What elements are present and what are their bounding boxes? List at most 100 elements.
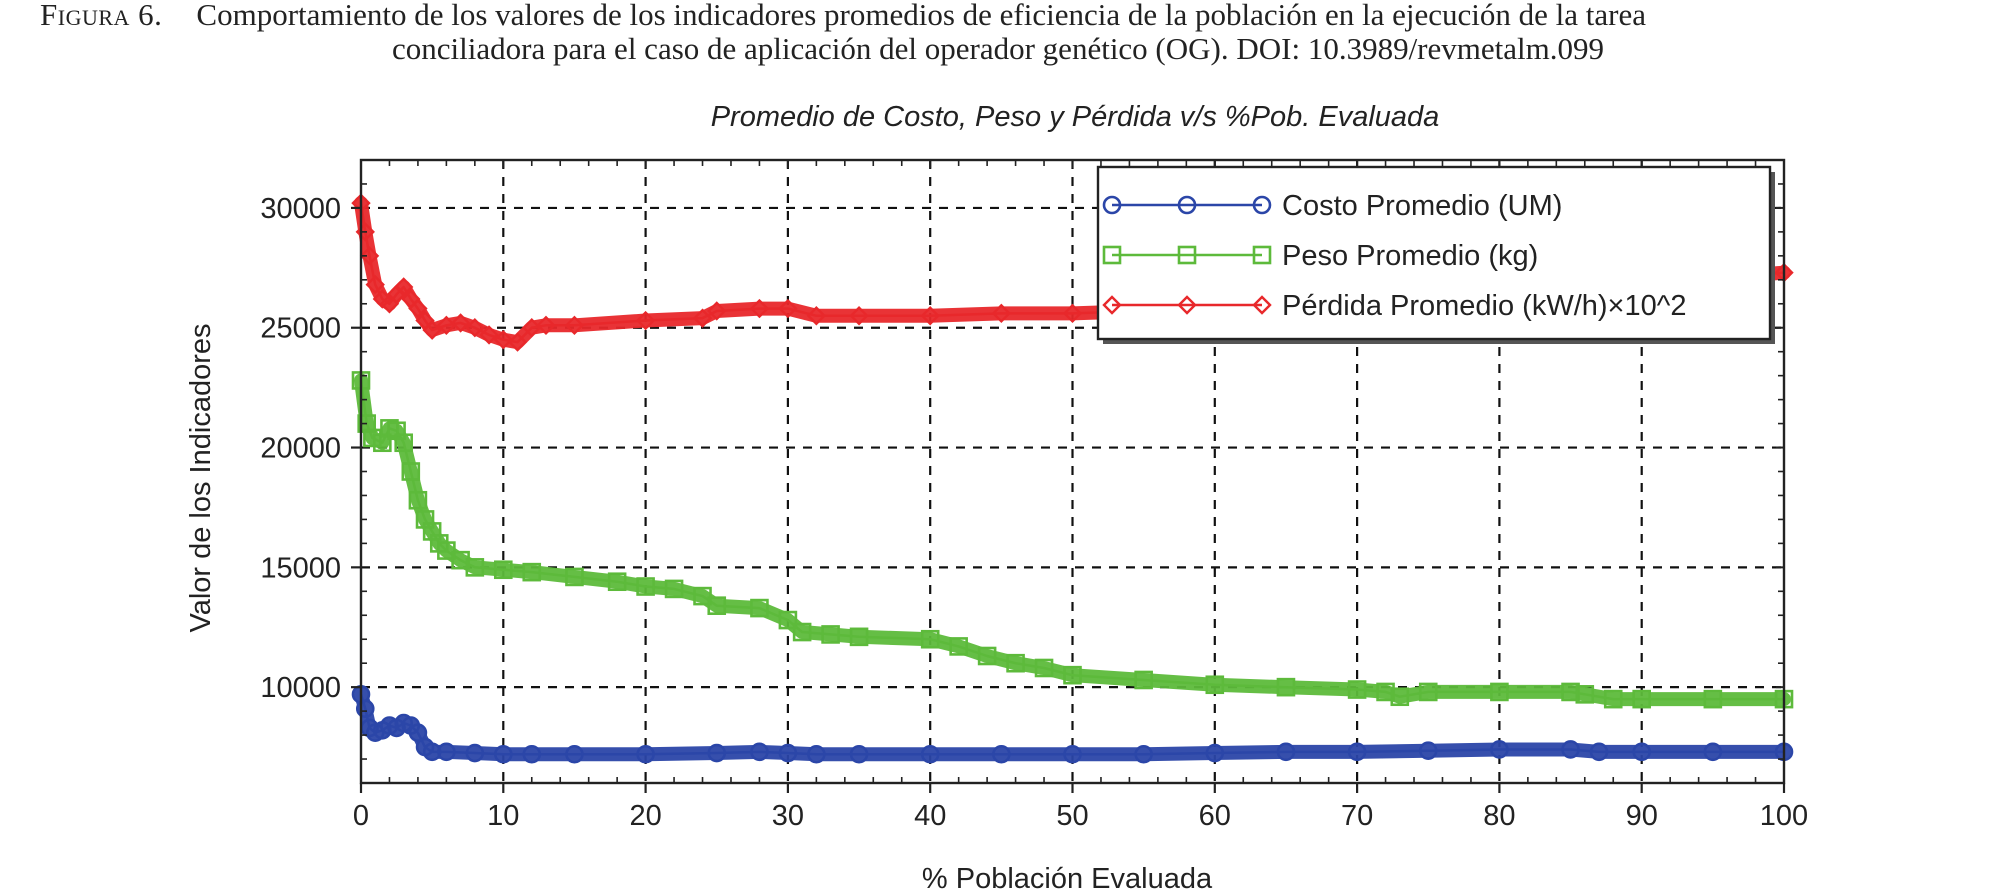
peso-marker	[357, 414, 376, 433]
costo-marker	[849, 744, 869, 764]
caption-line-2: conciliadora para el caso de aplicación …	[392, 31, 1604, 66]
perdida-marker	[393, 277, 414, 297]
x-axis-label: % Población Evaluada	[922, 863, 1213, 892]
costo-marker	[355, 699, 375, 719]
x-tick-label: 40	[914, 800, 946, 832]
peso-marker	[1575, 685, 1595, 704]
peso-marker	[1205, 675, 1225, 695]
legend-box	[1096, 165, 1772, 341]
x-tick-label: 50	[1056, 800, 1088, 832]
peso-marker	[465, 558, 485, 577]
legend-entry: Pérdida Promedio (kW/h)×10^2	[1102, 290, 1687, 322]
legend-entry: Peso Promedio (kg)	[1102, 240, 1538, 272]
peso-marker	[607, 572, 627, 592]
peso-marker	[1134, 670, 1153, 690]
costo-marker	[1102, 195, 1122, 215]
y-axis-label: Valor de los Indicadores	[185, 324, 217, 633]
costo-marker	[1561, 740, 1580, 759]
y-tick-label: 10000	[260, 672, 341, 704]
perdida-marker	[707, 301, 727, 321]
x-tick-label: 0	[353, 800, 369, 832]
peso-marker	[707, 596, 727, 615]
x-tick-label: 10	[487, 800, 519, 832]
perdida-marker	[408, 298, 428, 319]
peso-series	[351, 371, 1794, 709]
perdida-marker	[536, 315, 556, 336]
peso-marker	[750, 598, 769, 618]
perdida-marker	[1252, 295, 1272, 315]
y-tick-label: 30000	[260, 193, 341, 225]
perdida-marker	[692, 308, 713, 328]
peso-marker	[778, 610, 798, 630]
legend-label: Peso Promedio (kg)	[1282, 240, 1538, 272]
peso-marker	[1102, 245, 1122, 265]
caption-text-1: Comportamiento de los valores de los ind…	[196, 0, 1646, 32]
costo-marker	[522, 744, 542, 764]
costo-marker	[1063, 744, 1082, 764]
costo-marker	[1205, 743, 1225, 763]
peso-marker	[1276, 677, 1296, 697]
y-tick-label: 25000	[260, 313, 341, 345]
x-tick-label: 30	[772, 800, 804, 832]
y-tick-label: 20000	[260, 433, 341, 465]
peso-marker	[522, 562, 542, 582]
peso-marker	[1603, 689, 1623, 709]
peso-marker	[1376, 682, 1395, 702]
costo-marker	[920, 744, 940, 764]
perdida-marker	[365, 274, 385, 295]
peso-marker	[977, 646, 997, 666]
perdida-marker	[422, 320, 442, 340]
costo-marker	[1703, 742, 1723, 762]
costo-marker	[750, 742, 769, 762]
perdida-marker	[465, 318, 485, 338]
costo-marker	[465, 743, 485, 763]
peso-marker	[792, 622, 812, 642]
peso-marker	[664, 579, 684, 599]
chart-title: Promedio de Costo, Peso y Pérdida v/s %P…	[711, 101, 1440, 133]
costo-marker	[1589, 742, 1609, 762]
costo-marker	[992, 744, 1011, 764]
costo-marker	[778, 743, 798, 763]
peso-marker	[1006, 653, 1025, 673]
costo-marker	[493, 744, 513, 764]
perdida-marker	[493, 330, 513, 350]
costo-marker	[1490, 740, 1509, 759]
perdida-marker	[450, 313, 471, 333]
peso-marker	[821, 625, 840, 644]
peso-series-line	[359, 380, 1784, 701]
peso-marker	[437, 541, 456, 560]
costo-marker	[636, 744, 655, 764]
peso-marker	[565, 567, 584, 587]
perdida-marker	[507, 332, 528, 352]
peso-marker	[1703, 689, 1723, 709]
costo-marker	[1177, 195, 1197, 215]
peso-marker	[1063, 665, 1082, 685]
peso-marker	[1034, 658, 1054, 678]
perdida-marker	[479, 325, 499, 345]
perdida-marker	[635, 310, 656, 331]
perdida-marker	[749, 298, 770, 319]
legend: Costo Promedio (UM) Peso Promedio (kg) Pér…	[1096, 165, 1775, 344]
peso-marker	[408, 490, 428, 510]
y-tick-label: 15000	[260, 552, 341, 584]
perdida-marker	[806, 306, 827, 326]
perdida-marker	[359, 246, 380, 266]
costo-marker	[1252, 195, 1272, 215]
perdida-marker	[920, 306, 940, 326]
x-tick-label: 60	[1199, 800, 1231, 832]
peso-marker	[1177, 245, 1197, 265]
x-tick-label: 20	[629, 800, 661, 832]
legend-entry: Costo Promedio (UM)	[1102, 190, 1562, 222]
caption-label: Figura 6.	[40, 0, 163, 32]
legend-label: Pérdida Promedio (kW/h)×10^2	[1282, 290, 1687, 322]
costo-marker	[408, 723, 428, 742]
peso-marker	[920, 629, 940, 649]
perdida-marker	[1102, 295, 1122, 315]
costo-marker	[707, 743, 727, 763]
x-tick-label: 90	[1626, 800, 1658, 832]
costo-marker	[1276, 742, 1296, 762]
tick-labels: 0 10 20 30 40 50 60 70 80 90 100 10000 15000 20000 250…	[260, 193, 1808, 832]
peso-marker	[693, 586, 712, 606]
costo-marker	[565, 744, 584, 764]
